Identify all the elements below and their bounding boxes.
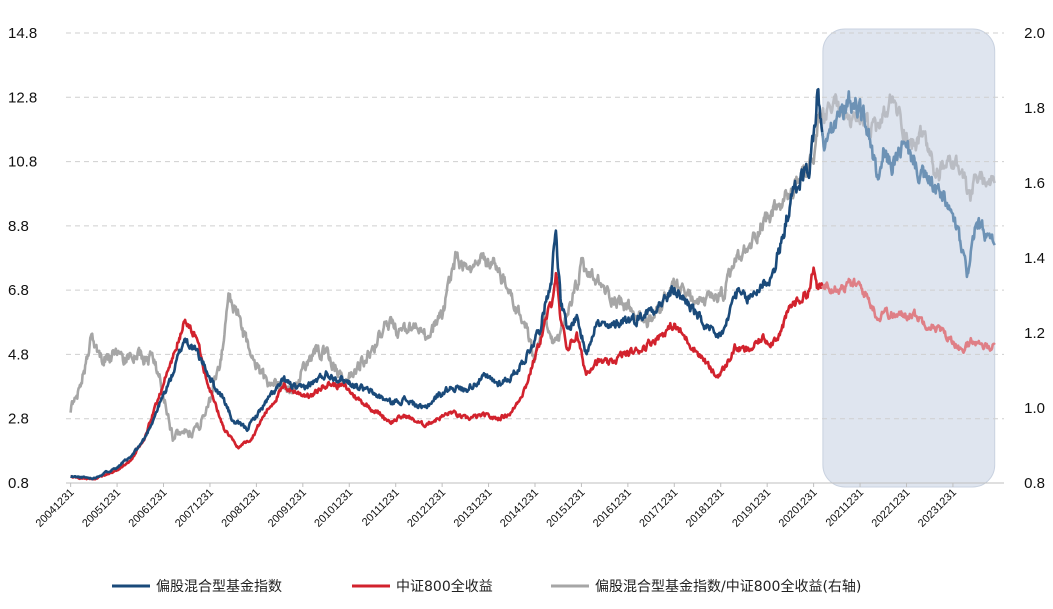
y-right-tick-label: 0.8 [1024, 475, 1045, 492]
x-tick-label: 20121231 [405, 487, 448, 530]
x-tick-label: 20151231 [544, 487, 587, 530]
series-line-0 [70, 88, 825, 481]
y-right-tick-label: 1.2 [1024, 325, 1045, 342]
highlight-region-layer [822, 28, 996, 488]
x-tick-label: 20221231 [870, 487, 913, 530]
x-tick-label: 20141231 [498, 487, 541, 530]
x-tick-label: 20041231 [34, 487, 77, 530]
x-tick-label: 20051231 [80, 487, 123, 530]
y-right-tick-label: 1.6 [1024, 175, 1045, 192]
x-tick-label: 20211231 [824, 487, 867, 530]
x-tick-label: 20181231 [684, 487, 727, 530]
x-tick-label: 20131231 [452, 487, 495, 530]
y-left-tick-label: 10.8 [8, 154, 37, 171]
x-tick-label: 20061231 [127, 487, 170, 530]
series-line-1 [70, 266, 825, 481]
y-right-tick-label: 1.8 [1024, 100, 1045, 117]
y-left-tick-label: 4.8 [8, 346, 29, 363]
legend-label: 偏股混合型基金指数 [156, 578, 282, 595]
x-tick-label: 20071231 [173, 487, 216, 530]
x-tick-label: 20171231 [637, 487, 680, 530]
y-right-tick-label: 1.4 [1024, 250, 1045, 267]
legend-label: 中证800全收益 [396, 578, 493, 595]
y-left-tick-label: 6.8 [8, 282, 29, 299]
series-line-0-highlight [820, 90, 996, 279]
legend: 偏股混合型基金指数 中证800全收益 偏股混合型基金指数/中证800全收益(右轴) [112, 578, 861, 595]
series-line-2 [69, 108, 825, 442]
y-left-tick-label: 14.8 [8, 25, 37, 42]
y-right-tick-label: 1.0 [1024, 400, 1045, 417]
x-tick-label: 20111231 [360, 487, 402, 529]
y-left-tick-label: 2.8 [8, 411, 29, 428]
x-tick-label: 20201231 [777, 487, 820, 530]
x-tick-label: 20191231 [730, 487, 773, 530]
x-tick-label: 20231231 [916, 487, 959, 530]
y-left-tick-label: 0.8 [8, 475, 29, 492]
legend-label: 偏股混合型基金指数/中证800全收益(右轴) [595, 578, 861, 595]
highlight-region [822, 28, 996, 488]
y-left-tick-label: 12.8 [8, 89, 37, 106]
y-left-tick-label: 8.8 [8, 218, 29, 235]
series-layer [69, 88, 996, 481]
x-tick-label: 20101231 [312, 487, 355, 530]
x-tick-label: 20161231 [591, 487, 634, 530]
y-right-tick-label: 2.0 [1024, 25, 1045, 42]
x-tick-label: 20091231 [266, 487, 309, 530]
series-line-1-highlight [820, 277, 996, 354]
x-tick-label: 20081231 [219, 487, 262, 530]
